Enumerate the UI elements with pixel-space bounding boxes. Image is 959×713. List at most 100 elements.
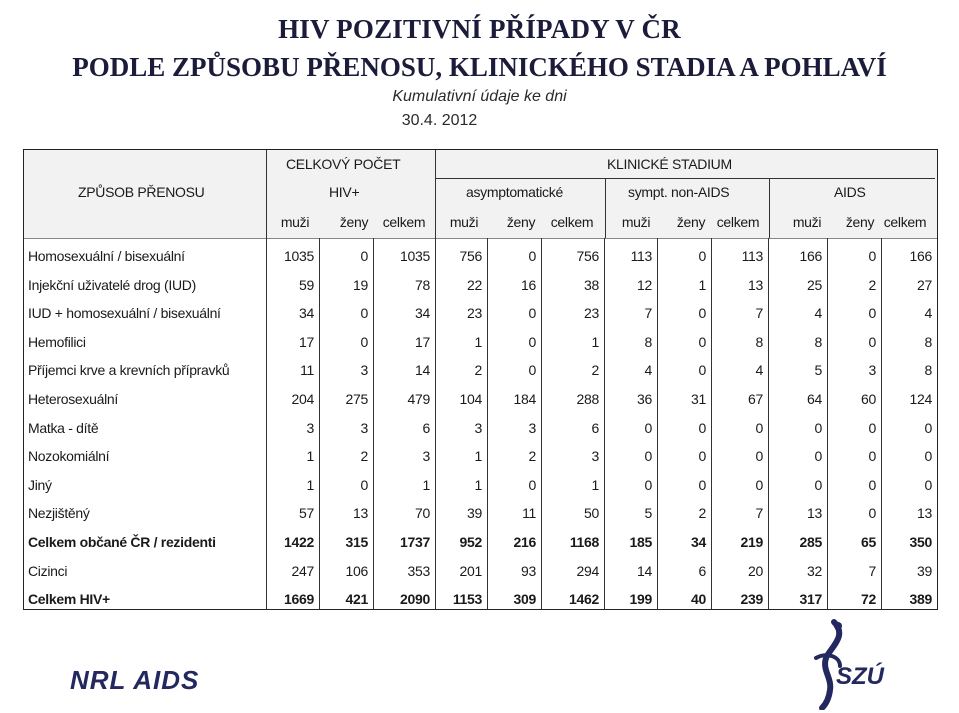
cell-value: 0: [528, 305, 537, 322]
row-label: Celkem občané ČR / rezidenti: [28, 534, 216, 550]
cell-value: 4: [755, 362, 764, 379]
cell-value: 12: [637, 276, 652, 293]
cell-value: 0: [755, 476, 764, 493]
cell-value: 2090: [400, 591, 430, 608]
cell-value: 0: [868, 305, 877, 322]
cell-value: 38: [584, 276, 599, 293]
cell-value: 6: [591, 419, 600, 436]
cell-value: 11: [300, 362, 314, 379]
cell-value: 6: [422, 419, 431, 436]
subtitle: Kumulativní údaje ke dni: [392, 88, 567, 105]
cell-value: 0: [924, 476, 933, 493]
table-row: Hemofilici 17 0 17 1 0 1 8 0 8 8 0 8: [24, 328, 937, 356]
cell-value: 0: [360, 476, 369, 493]
cell-value: 1: [474, 333, 483, 350]
row-label: Celkem HIV+: [28, 591, 110, 608]
title-line-2: PODLE ZPŮSOBU PŘENOSU, KLINICKÉHO STADIA…: [72, 52, 887, 82]
sub-header-8: celkem: [716, 214, 760, 230]
cell-value: 1737: [400, 534, 430, 550]
cell-value: 14: [415, 362, 430, 379]
cell-value: 219: [740, 534, 764, 550]
row-label: Příjemci krve a krevních přípravků: [28, 362, 230, 379]
cell-value: 0: [924, 419, 933, 436]
cell-value: 239: [740, 591, 764, 608]
cell-value: 216: [513, 534, 537, 550]
cell-value: 4: [644, 362, 653, 379]
row-label: Matka - dítě: [28, 419, 99, 436]
cell-value: 93: [521, 562, 536, 579]
row-label: IUD + homosexuální / bisexuální: [28, 305, 221, 322]
cell-value: 0: [868, 248, 877, 264]
cell-value: 0: [360, 248, 369, 264]
cell-value: 0: [644, 476, 653, 493]
cell-value: 0: [868, 505, 877, 522]
szu-logo-text: SZÚ: [836, 663, 884, 690]
cell-value: 5: [644, 505, 653, 522]
cell-value: 317: [799, 591, 823, 608]
cell-value: 8: [814, 333, 823, 350]
cell-value: 0: [814, 476, 823, 493]
row-label: Heterosexuální: [28, 391, 118, 407]
table-row: Homosexuální / bisexuální 1035 0 1035 756 0 75…: [24, 242, 937, 270]
cell-value: 40: [691, 591, 706, 608]
cell-value: 285: [799, 534, 823, 550]
sub-header-11: celkem: [883, 214, 927, 230]
cell-value: 17: [299, 333, 314, 350]
date: 30.4. 2012: [401, 112, 478, 129]
cell-value: 275: [345, 391, 369, 407]
cell-value: 22: [467, 276, 482, 293]
cell-value: 0: [698, 419, 707, 436]
cell-value: 353: [407, 562, 431, 579]
cell-value: 113: [630, 248, 653, 264]
cell-value: 7: [868, 562, 877, 579]
sub-header-0: muži: [280, 214, 310, 230]
row-label: Jiný: [28, 476, 52, 493]
cell-value: 60: [861, 391, 876, 407]
cell-value: 34: [415, 305, 430, 322]
cell-value: 39: [917, 562, 932, 579]
cell-value: 57: [299, 505, 314, 522]
cell-value: 32: [807, 562, 822, 579]
cell-value: 288: [576, 391, 600, 407]
row-label: Injekční uživatelé drog (IUD): [28, 276, 196, 293]
cell-value: 0: [868, 448, 877, 465]
cell-value: 2: [591, 362, 600, 379]
cell-value: 952: [459, 534, 483, 550]
cell-value: 315: [345, 534, 369, 550]
data-table: ZPŮSOB PŘENOSU CELKOVÝ POČET HIV+ KLINIC…: [23, 149, 938, 610]
cell-value: 1: [474, 448, 483, 465]
cell-value: 8: [755, 333, 764, 350]
cell-value: 1: [422, 476, 431, 493]
cell-value: 27: [917, 276, 932, 293]
cell-value: 166: [909, 248, 933, 264]
cell-value: 2: [474, 362, 483, 379]
cell-value: 1035: [400, 248, 430, 264]
cell-value: 19: [353, 276, 368, 293]
cell-value: 0: [755, 448, 764, 465]
cell-value: 65: [861, 534, 876, 550]
cell-value: 13: [748, 276, 763, 293]
cell-value: 1035: [284, 248, 314, 264]
cell-value: 0: [868, 333, 877, 350]
cell-value: 0: [755, 419, 764, 436]
cell-value: 0: [360, 305, 369, 322]
cell-value: 8: [924, 362, 933, 379]
table-row: Matka - dítě 3 3 6 3 3 6 0 0 0 0 0 0: [24, 414, 937, 442]
row-label: Nozokomiální: [28, 448, 110, 465]
cell-value: 23: [584, 305, 599, 322]
cell-value: 756: [459, 248, 483, 264]
cell-value: 0: [644, 448, 653, 465]
cell-value: 8: [644, 333, 653, 350]
cell-value: 0: [644, 419, 653, 436]
cell-value: 3: [528, 419, 537, 436]
cell-value: 4: [924, 305, 933, 322]
cell-value: 13: [917, 505, 932, 522]
cell-value: 166: [799, 248, 823, 264]
cell-value: 350: [909, 534, 933, 550]
cell-value: 0: [528, 362, 537, 379]
cell-value: 7: [755, 505, 764, 522]
table-row: Injekční uživatelé drog (IUD) 59 19 78 22 16 3…: [24, 271, 937, 299]
sub-header-6: muži: [621, 214, 651, 230]
cell-value: 39: [467, 505, 482, 522]
row-label: Cizinci: [28, 562, 68, 579]
